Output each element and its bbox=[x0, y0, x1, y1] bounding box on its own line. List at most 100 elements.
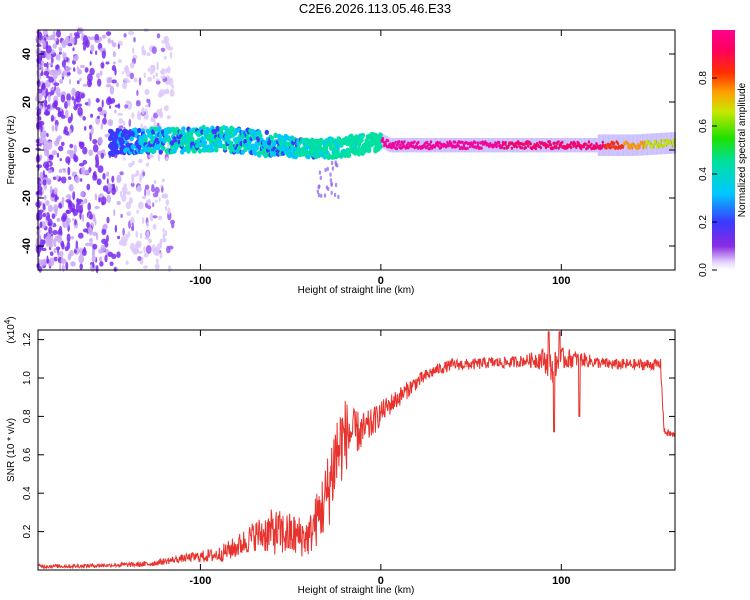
noise-speckle bbox=[128, 197, 133, 204]
ridge-tail-mark bbox=[333, 192, 337, 198]
noise-speckle bbox=[131, 248, 135, 253]
colorbar-tick-label: 0.4 bbox=[698, 167, 709, 181]
ridge-tail-mark bbox=[319, 175, 322, 181]
noise-speckle bbox=[65, 199, 71, 203]
y-tick-label: 0 bbox=[21, 147, 33, 153]
noise-speckle bbox=[56, 152, 60, 158]
noise-speckle bbox=[161, 186, 164, 193]
noise-speckle bbox=[91, 255, 97, 263]
ridge-mark bbox=[570, 146, 573, 150]
ridge-mark bbox=[366, 147, 372, 154]
noise-speckle bbox=[71, 87, 76, 97]
snr-y-label: SNR (10 * v/v) bbox=[6, 418, 17, 482]
noise-speckle bbox=[66, 217, 71, 225]
noise-speckle bbox=[82, 116, 86, 121]
noise-speckle bbox=[94, 40, 101, 44]
ridge-halo bbox=[479, 138, 481, 153]
noise-speckle bbox=[65, 156, 71, 164]
noise-speckle bbox=[53, 71, 58, 80]
ridge-halo bbox=[503, 138, 505, 153]
ridge-mark bbox=[346, 149, 352, 155]
ridge-mark bbox=[590, 142, 593, 146]
noise-speckle bbox=[73, 32, 80, 37]
noise-speckle bbox=[97, 136, 103, 145]
noise-speckle bbox=[131, 222, 134, 230]
noise-speckle bbox=[133, 173, 137, 177]
noise-speckle bbox=[128, 162, 133, 168]
ridge-halo bbox=[460, 138, 462, 153]
ridge-halo bbox=[562, 138, 564, 153]
noise-speckle bbox=[75, 90, 81, 100]
noise-speckle bbox=[167, 46, 174, 51]
ridge-halo bbox=[673, 132, 675, 154]
noise-speckle bbox=[144, 188, 147, 197]
noise-speckle bbox=[46, 140, 53, 150]
noise-speckle bbox=[66, 67, 72, 71]
colorbar-gradient bbox=[712, 30, 735, 270]
spectrogram-noise-speckles bbox=[35, 27, 175, 274]
noise-speckle bbox=[166, 115, 171, 120]
ridge-tail-mark bbox=[318, 184, 321, 189]
noise-speckle bbox=[144, 184, 150, 190]
ridge-mark bbox=[649, 141, 652, 146]
ridge-mark bbox=[663, 138, 666, 143]
ridge-mark bbox=[559, 143, 563, 147]
ridge-mark bbox=[504, 140, 507, 145]
ridge-halo bbox=[466, 138, 468, 153]
noise-speckle bbox=[58, 251, 64, 257]
ridge-mark bbox=[110, 151, 115, 157]
noise-speckle bbox=[73, 67, 76, 72]
noise-speckle bbox=[92, 139, 98, 145]
noise-speckle bbox=[100, 62, 105, 69]
ridge-mark bbox=[202, 140, 208, 146]
y-tick-label: 0.8 bbox=[22, 409, 33, 423]
ridge-mark bbox=[158, 149, 163, 155]
noise-speckle bbox=[61, 141, 65, 147]
noise-speckle bbox=[161, 68, 166, 76]
noise-speckle bbox=[107, 38, 112, 44]
ridge-mark bbox=[161, 145, 166, 151]
ridge-mark bbox=[561, 140, 564, 144]
noise-speckle bbox=[148, 154, 154, 158]
noise-speckle bbox=[152, 74, 155, 80]
ridge-halo bbox=[468, 138, 471, 153]
noise-speckle bbox=[133, 36, 136, 43]
spectrogram-y-ticks: -40 -20 0 20 40 bbox=[21, 48, 675, 254]
ridge-mark bbox=[601, 140, 604, 144]
ridge-mark bbox=[457, 144, 460, 148]
ridge-tail-mark bbox=[336, 163, 339, 168]
noise-speckle bbox=[36, 44, 42, 48]
noise-speckle bbox=[103, 113, 107, 118]
y-tick-label: -20 bbox=[21, 190, 33, 206]
noise-speckle bbox=[124, 104, 129, 109]
noise-speckle bbox=[60, 94, 66, 103]
ridge-halo bbox=[418, 138, 420, 153]
noise-speckle bbox=[42, 203, 46, 211]
noise-speckle bbox=[109, 85, 114, 95]
ridge-mark bbox=[157, 126, 162, 132]
ridge-mark bbox=[417, 140, 420, 144]
noise-speckle bbox=[78, 162, 85, 167]
noise-speckle bbox=[47, 204, 54, 213]
noise-speckle bbox=[153, 179, 157, 185]
noise-speckle bbox=[143, 252, 149, 258]
noise-speckle bbox=[156, 61, 159, 71]
noise-speckle bbox=[89, 237, 93, 243]
ridge-halo bbox=[563, 138, 565, 153]
ridge-mark bbox=[201, 124, 206, 130]
noise-speckle bbox=[154, 186, 160, 194]
ridge-halo bbox=[614, 134, 616, 156]
noise-speckle bbox=[47, 154, 54, 159]
noise-speckle bbox=[53, 116, 56, 122]
ridge-tail-mark bbox=[316, 189, 319, 194]
ridge-halo bbox=[407, 138, 409, 153]
noise-speckle bbox=[151, 186, 155, 193]
noise-speckle bbox=[58, 168, 63, 174]
noise-speckle bbox=[72, 55, 78, 62]
noise-speckle bbox=[66, 149, 73, 155]
ridge-mark bbox=[609, 142, 612, 146]
noise-speckle bbox=[92, 144, 99, 153]
noise-speckle bbox=[82, 248, 87, 256]
ridge-mark bbox=[115, 149, 121, 155]
ridge-tail-mark bbox=[330, 190, 333, 195]
